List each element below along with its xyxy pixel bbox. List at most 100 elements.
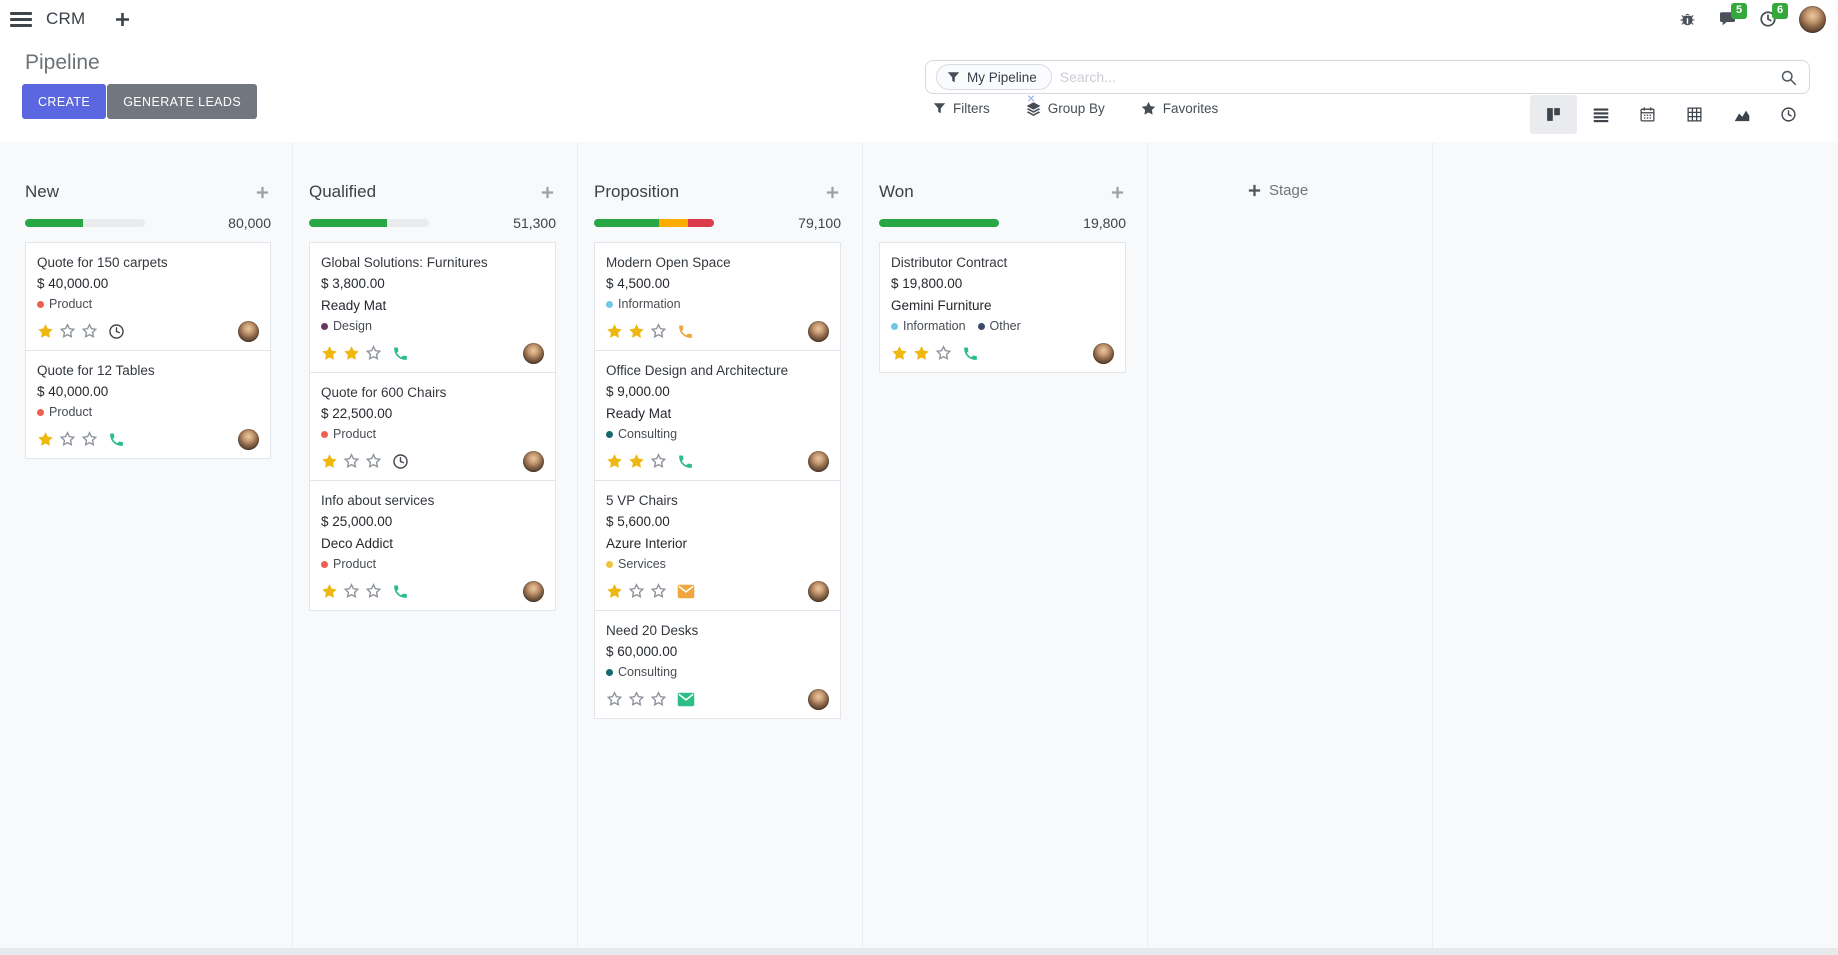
priority-star-icon[interactable] xyxy=(606,323,623,340)
priority-star-icon[interactable] xyxy=(606,690,623,708)
activity-phone-icon[interactable] xyxy=(108,431,125,448)
kanban-card[interactable]: Global Solutions: Furnitures $ 3,800.00 Re… xyxy=(309,242,556,373)
priority-star-icon[interactable] xyxy=(81,322,98,340)
activity-mail-icon[interactable] xyxy=(677,692,695,707)
progress-segment[interactable] xyxy=(25,219,83,227)
column-add-record-icon[interactable] xyxy=(254,184,271,201)
add-stage-button[interactable]: Stage xyxy=(1248,182,1432,199)
card-tag: Product xyxy=(37,295,92,314)
view-activity-icon[interactable] xyxy=(1765,95,1812,134)
view-kanban-icon[interactable] xyxy=(1530,95,1577,134)
priority-star-icon[interactable] xyxy=(650,452,667,470)
priority-star-icon[interactable] xyxy=(935,344,952,362)
search-bar[interactable]: My Pipeline × xyxy=(925,60,1810,105)
progress-segment[interactable] xyxy=(658,219,688,227)
activities-clock-icon[interactable]: 6 xyxy=(1759,3,1789,28)
column-progressbar[interactable] xyxy=(879,219,999,227)
view-graph-icon[interactable] xyxy=(1718,95,1765,134)
priority-star-icon[interactable] xyxy=(891,345,908,362)
kanban-card[interactable]: Office Design and Architecture $ 9,000.00… xyxy=(594,350,841,481)
progress-segment[interactable] xyxy=(594,219,659,227)
view-calendar-icon[interactable] xyxy=(1624,95,1671,134)
activity-phone-icon[interactable] xyxy=(392,583,409,600)
priority-star-icon[interactable] xyxy=(628,690,645,708)
view-list-icon[interactable] xyxy=(1577,95,1624,134)
kanban-card[interactable]: Quote for 150 carpets $ 40,000.00 Product xyxy=(25,242,271,351)
priority-star-icon[interactable] xyxy=(365,452,382,470)
priority-star-icon[interactable] xyxy=(606,453,623,470)
priority-star-icon[interactable] xyxy=(321,453,338,470)
remove-facet-icon[interactable]: × xyxy=(1027,90,1036,106)
search-facet-my-pipeline[interactable]: My Pipeline xyxy=(936,64,1052,90)
kanban-empty-area xyxy=(1433,142,1838,948)
priority-star-icon[interactable] xyxy=(321,583,338,600)
create-button[interactable]: CREATE xyxy=(22,84,107,119)
favorites-menu[interactable]: Favorites xyxy=(1141,101,1218,116)
activity-phone-icon[interactable] xyxy=(962,345,979,362)
priority-star-icon[interactable] xyxy=(343,345,360,362)
kanban-card[interactable]: 5 VP Chairs $ 5,600.00 Azure Interior Servi… xyxy=(594,480,841,611)
priority-star-icon[interactable] xyxy=(37,431,54,448)
activity-phone-icon[interactable] xyxy=(677,453,694,470)
search-icon[interactable] xyxy=(1780,69,1797,86)
activity-clock-icon[interactable] xyxy=(392,453,409,470)
kanban-card[interactable]: Quote for 12 Tables $ 40,000.00 Product xyxy=(25,350,271,459)
app-name[interactable]: CRM xyxy=(46,9,86,28)
priority-star-icon[interactable] xyxy=(81,430,98,448)
card-tags: Product xyxy=(321,555,544,574)
column-add-record-icon[interactable] xyxy=(824,184,841,201)
column-progress-row: 80,000 xyxy=(25,215,271,231)
column-progressbar[interactable] xyxy=(25,219,145,227)
kanban-card[interactable]: Need 20 Desks $ 60,000.00 Consulting xyxy=(594,610,841,719)
kanban-card[interactable]: Info about services $ 25,000.00 Deco Addic… xyxy=(309,480,556,611)
activity-mail-icon[interactable] xyxy=(677,584,695,599)
page-title: Pipeline xyxy=(25,51,100,74)
column-add-record-icon[interactable] xyxy=(539,184,556,201)
priority-star-icon[interactable] xyxy=(37,323,54,340)
kanban-card[interactable]: Distributor Contract $ 19,800.00 Gemini Fu… xyxy=(879,242,1126,373)
priority-star-icon[interactable] xyxy=(365,344,382,362)
progress-segment[interactable] xyxy=(687,219,714,227)
progress-segment[interactable] xyxy=(309,219,387,227)
kanban-card[interactable]: Quote for 600 Chairs $ 22,500.00 Product xyxy=(309,372,556,481)
group-by-menu[interactable]: Group By xyxy=(1026,101,1105,116)
column-progress-row: 51,300 xyxy=(309,215,556,231)
priority-star-icon[interactable] xyxy=(650,582,667,600)
horizontal-scrollbar[interactable] xyxy=(0,948,1838,955)
priority-star-icon[interactable] xyxy=(343,582,360,600)
progress-segment[interactable] xyxy=(879,219,999,227)
column-total: 80,000 xyxy=(228,215,271,231)
priority-star-icon[interactable] xyxy=(628,323,645,340)
filters-menu[interactable]: Filters xyxy=(933,101,990,116)
activity-clock-icon[interactable] xyxy=(108,323,125,340)
view-pivot-icon[interactable] xyxy=(1671,95,1718,134)
user-avatar[interactable] xyxy=(1799,5,1826,33)
priority-star-icon[interactable] xyxy=(628,453,645,470)
priority-star-icon[interactable] xyxy=(606,583,623,600)
column-add-record-icon[interactable] xyxy=(1109,184,1126,201)
priority-star-icon[interactable] xyxy=(343,452,360,470)
priority-star-icon[interactable] xyxy=(321,345,338,362)
kanban-column-qualified: Qualified 51,300 Global Solutions: Furnitu… xyxy=(293,142,578,948)
kanban-card[interactable]: Modern Open Space $ 4,500.00 Information xyxy=(594,242,841,351)
priority-star-icon[interactable] xyxy=(59,322,76,340)
apps-menu-icon[interactable] xyxy=(10,11,32,27)
add-tab-icon[interactable] xyxy=(115,12,130,27)
activity-phone-icon[interactable] xyxy=(392,345,409,362)
priority-star-icon[interactable] xyxy=(650,690,667,708)
priority-star-icon[interactable] xyxy=(59,430,76,448)
card-footer xyxy=(606,449,829,473)
generate-leads-button[interactable]: GENERATE LEADS xyxy=(107,84,258,119)
column-progressbar[interactable] xyxy=(309,219,429,227)
messages-icon[interactable]: 5 xyxy=(1718,3,1748,28)
search-input[interactable] xyxy=(1059,69,1780,85)
priority-star-icon[interactable] xyxy=(913,345,930,362)
column-progressbar[interactable] xyxy=(594,219,714,227)
card-partner-name: Ready Mat xyxy=(321,298,387,313)
priority-star-icon[interactable] xyxy=(650,322,667,340)
priority-star-icon[interactable] xyxy=(628,582,645,600)
activity-phone-icon[interactable] xyxy=(677,323,694,340)
priority-star-icon[interactable] xyxy=(365,582,382,600)
card-footer xyxy=(606,579,829,603)
debug-bug-icon[interactable] xyxy=(1679,11,1696,28)
